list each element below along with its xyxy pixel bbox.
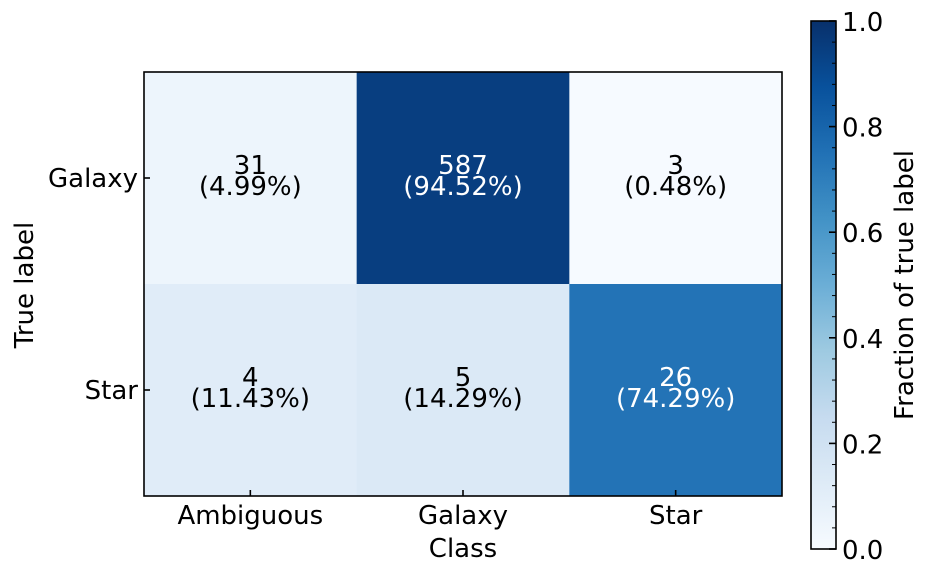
colorbar-gradient <box>810 20 837 550</box>
colorbar-tick-label: 0.6 <box>842 219 883 249</box>
x-tick-label: Ambiguous <box>177 501 323 531</box>
cell-percent-label: (11.43%) <box>191 384 310 414</box>
heatmap-cell-0-0 <box>144 72 358 285</box>
heatmap-cell-1-2 <box>569 284 783 497</box>
colorbar-tick-label: 0.8 <box>842 114 883 144</box>
x-tick-label: Galaxy <box>418 501 508 531</box>
colorbar-tick-label: 0.2 <box>842 430 883 460</box>
y-tick-label: Star <box>85 376 139 406</box>
cell-count-label: 31 <box>234 151 267 181</box>
heatmap-cell-1-0 <box>144 284 358 497</box>
cell-labels: 31(4.99%) 587(94.52%) 3(0.48%) 4(11.43%) 5(1… <box>191 151 736 414</box>
colorbar-tick-label: 0.4 <box>842 325 883 355</box>
colorbar-ticks: 0.0 0.2 0.4 0.6 0.8 1.0 <box>829 8 883 566</box>
heatmap-cell-0-1 <box>356 72 570 285</box>
cell-percent-label: (74.29%) <box>616 384 735 414</box>
colorbar-label: Fraction of true label <box>890 150 920 420</box>
y-axis-label: True label <box>10 222 40 349</box>
colorbar-tick-label: 1.0 <box>842 8 883 38</box>
cell-count-label: 26 <box>659 363 692 393</box>
heatmap-cell-1-1 <box>356 284 570 497</box>
colorbar-tick-label: 0.0 <box>842 536 883 566</box>
cell-percent-label: (94.52%) <box>403 172 522 202</box>
x-axis-label: Class <box>429 534 497 564</box>
cell-count-label: 5 <box>455 363 472 393</box>
x-tick-label: Star <box>649 501 703 531</box>
heatmap-cell-0-2 <box>569 72 783 285</box>
heatmap-cells <box>144 72 783 497</box>
x-ticks: Ambiguous Galaxy Star <box>177 490 703 531</box>
cell-count-label: 587 <box>438 151 488 181</box>
cell-percent-label: (0.48%) <box>624 172 727 202</box>
colorbar: 0.0 0.2 0.4 0.6 0.8 1.0 Fraction of true labe… <box>810 8 920 566</box>
cell-percent-label: (14.29%) <box>403 384 522 414</box>
cell-percent-label: (4.99%) <box>199 172 302 202</box>
cell-count-label: 3 <box>667 151 684 181</box>
cell-count-label: 4 <box>242 363 259 393</box>
y-tick-label: Galaxy <box>48 164 138 194</box>
y-ticks: Galaxy Star <box>48 164 150 406</box>
